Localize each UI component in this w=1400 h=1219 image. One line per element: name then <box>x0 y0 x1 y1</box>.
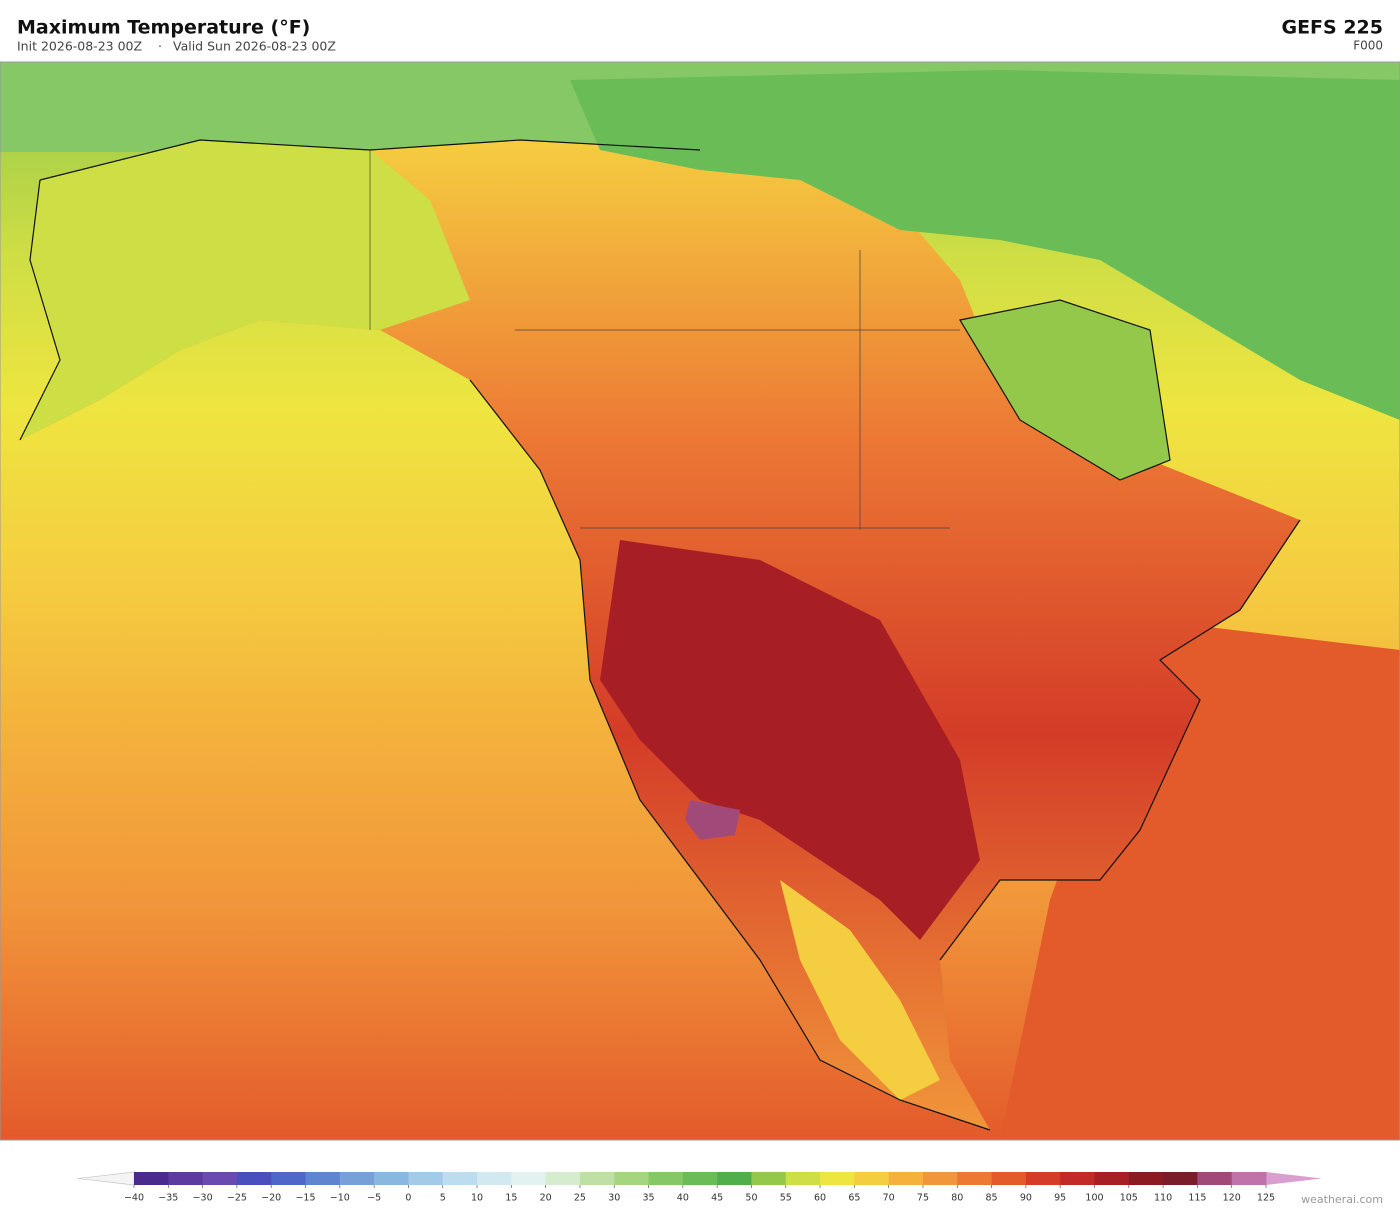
colorbar-tick-label: 125 <box>1257 1193 1275 1204</box>
color-bin <box>579 1172 615 1185</box>
colorbar-tick-label: 45 <box>711 1193 723 1204</box>
extreme-heat-field <box>685 800 740 840</box>
valid-time: Valid Sun 2026-08-23 00Z <box>173 39 336 54</box>
color-bin <box>991 1172 1027 1185</box>
colorbar-tick-label: 70 <box>883 1193 895 1204</box>
hudson-bay-field <box>960 300 1170 480</box>
forecast-hour: F000 <box>1353 39 1383 53</box>
colorbar-tick-label: 105 <box>1120 1193 1138 1204</box>
colorbar-tick-label: 10 <box>471 1193 483 1204</box>
title: Maximum Temperature (°F) <box>17 17 310 39</box>
color-bin <box>339 1172 375 1185</box>
color-bin <box>477 1172 512 1185</box>
mexico-plateau-field <box>780 880 940 1100</box>
color-bin <box>442 1172 478 1185</box>
color-bin <box>854 1172 890 1185</box>
color-bin <box>682 1172 718 1185</box>
init-time: Init 2026-08-23 00Z <box>17 39 142 54</box>
color-bin <box>374 1172 409 1185</box>
atlantic-field <box>1000 620 1400 1140</box>
colorbar-tick-label: −25 <box>227 1193 247 1204</box>
colorbar-tick-label: 50 <box>745 1193 757 1204</box>
separator: · <box>158 39 162 54</box>
color-bin <box>922 1172 958 1185</box>
color-bin <box>1163 1172 1198 1185</box>
color-bin <box>202 1172 238 1185</box>
hot-core-field <box>600 540 980 940</box>
colorbar-tick-label: 85 <box>986 1193 998 1204</box>
color-bin <box>1128 1172 1164 1185</box>
colorbar-tick-label: −40 <box>124 1193 144 1204</box>
color-bin <box>888 1172 924 1185</box>
colorbar-tick-label: 5 <box>440 1193 446 1204</box>
colorbar-tick-label: −10 <box>330 1193 350 1204</box>
color-bin <box>1094 1172 1130 1185</box>
colorbar-tick-label: 110 <box>1154 1193 1172 1204</box>
color-bin <box>717 1172 752 1185</box>
model: GEFS 225 <box>1281 17 1383 39</box>
color-bin <box>168 1172 204 1185</box>
colorbar-tick-label: −30 <box>193 1193 213 1204</box>
colorbar-tick-label: 35 <box>642 1193 654 1204</box>
colorbar-tick-label: 100 <box>1085 1193 1103 1204</box>
colorbar-tick-label: 0 <box>405 1193 411 1204</box>
colorbar-tick-label: 20 <box>540 1193 552 1204</box>
colorbar-tick-label: 115 <box>1188 1193 1206 1204</box>
colorbar-tick-label: −5 <box>367 1193 381 1204</box>
color-bin <box>236 1172 272 1185</box>
color-bin <box>957 1172 993 1185</box>
colorbar-tick-label: −15 <box>295 1193 315 1204</box>
colorbar-tick-label: 30 <box>608 1193 620 1204</box>
color-bin <box>1025 1172 1061 1185</box>
credit: weatherai.com <box>1301 1193 1383 1206</box>
color-bin <box>1231 1172 1267 1185</box>
color-bin <box>271 1172 307 1185</box>
colorbar-tick-label: 60 <box>814 1193 826 1204</box>
alaska-field <box>20 140 470 440</box>
color-bin <box>511 1172 547 1185</box>
color-bin <box>614 1172 650 1185</box>
color-bin <box>751 1172 787 1185</box>
colorbar-tick-label: −20 <box>261 1193 281 1204</box>
color-bin <box>134 1172 169 1185</box>
colorbar-tick-label: 90 <box>1020 1193 1032 1204</box>
colorbar-over <box>1266 1172 1322 1185</box>
colorbar-tick-label: 40 <box>677 1193 689 1204</box>
color-bin <box>305 1172 341 1185</box>
color-bin <box>1060 1172 1095 1185</box>
colorbar: −40 −35 −30 −25 −20 −15 −10 −5 0 5 10 15 20 25 30 35 40 4… <box>77 1171 1322 1204</box>
map-frame <box>0 61 1400 1141</box>
colorbar-tick-label: 65 <box>848 1193 860 1204</box>
color-bin <box>1197 1172 1233 1185</box>
arctic-canada-field <box>570 70 1400 420</box>
colorbar-tick-label: 15 <box>505 1193 517 1204</box>
borders <box>369 150 960 530</box>
colorbar-tick-label: 25 <box>574 1193 586 1204</box>
color-bin <box>648 1172 684 1185</box>
colorbar-tick-label: 80 <box>951 1193 963 1204</box>
color-bin <box>545 1172 581 1185</box>
color-bin <box>820 1172 855 1185</box>
color-bin <box>408 1172 444 1185</box>
map <box>0 62 1400 1140</box>
colorbar-tick-label: 120 <box>1223 1193 1241 1204</box>
colorbar-tick-label: 75 <box>917 1193 929 1204</box>
colorbar-tick-label: 55 <box>780 1193 792 1204</box>
colorbar-tick-label: 95 <box>1054 1193 1066 1204</box>
colorbar-tick-label: −35 <box>158 1193 178 1204</box>
color-bin <box>785 1172 821 1185</box>
hudson-bay-coast <box>959 299 1171 481</box>
